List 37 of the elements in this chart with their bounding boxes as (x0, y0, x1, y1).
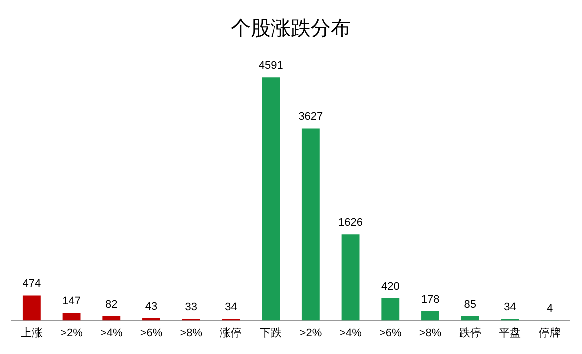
x-tick-label: 停牌 (539, 327, 562, 340)
data-label: 147 (62, 296, 81, 308)
x-tick-label: >8% (180, 327, 203, 340)
data-label: 3627 (298, 111, 324, 124)
x-tick-label: >2% (60, 327, 84, 340)
bar (302, 128, 320, 321)
data-label: 34 (225, 302, 238, 314)
x-tick-label: >4% (340, 327, 362, 340)
x-tick-label: 上涨 (20, 326, 43, 340)
data-label: 474 (22, 278, 42, 290)
bar (422, 311, 440, 321)
data-label: 1626 (338, 217, 364, 230)
data-label: 85 (464, 298, 476, 311)
x-tick-label: >4% (100, 327, 124, 340)
data-label: 178 (421, 294, 440, 306)
x-tick-label: 跌停 (459, 327, 482, 340)
data-label: 420 (381, 281, 400, 294)
bar (102, 316, 121, 321)
x-tick-label: 平盘 (499, 327, 522, 340)
data-label: 4591 (258, 60, 284, 72)
data-label: 82 (106, 298, 118, 311)
bar (382, 298, 400, 321)
x-tick-label: >8% (419, 327, 442, 340)
data-label: 34 (504, 302, 516, 314)
x-tick-label: >6% (140, 327, 163, 340)
data-label: 33 (185, 302, 198, 314)
bar (22, 296, 41, 321)
data-label: 43 (145, 301, 158, 314)
chart-title: 个股涨跌分布 (231, 16, 351, 40)
x-tick-label: 下跌 (260, 327, 282, 340)
bar (262, 78, 280, 321)
x-tick-label: >6% (379, 327, 402, 340)
x-tick-label: >2% (300, 327, 322, 340)
bar (62, 313, 81, 321)
x-tick-label: 涨停 (220, 327, 242, 340)
bar (342, 234, 360, 321)
data-label: 4 (547, 303, 554, 316)
